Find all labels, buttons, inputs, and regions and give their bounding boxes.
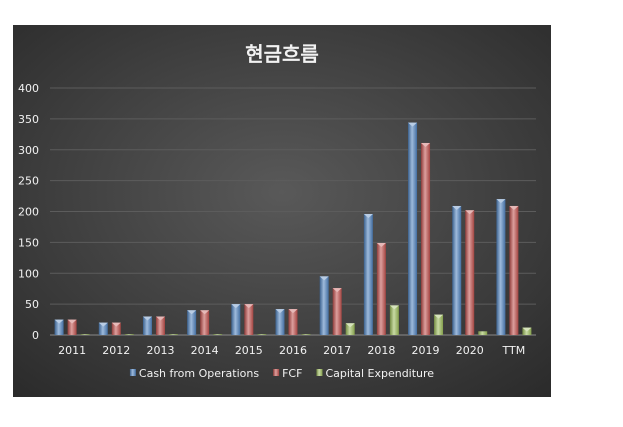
x-tick-label: 2014	[191, 344, 219, 357]
x-tick-label: 2017	[323, 344, 351, 357]
bar-cap	[155, 316, 165, 321]
bar-cap	[200, 310, 210, 315]
bar-cap	[54, 319, 64, 324]
bar-cash-from-operations	[187, 310, 197, 335]
bar-capital-expenditure	[80, 334, 90, 335]
x-tick-label: 2012	[102, 344, 130, 357]
bar-fcf	[67, 319, 77, 335]
bar-cap	[363, 213, 373, 218]
bar-capital-expenditure	[389, 305, 399, 335]
y-tick-label: 300	[18, 144, 39, 157]
bar-capital-expenditure	[257, 334, 267, 335]
y-tick-label: 0	[32, 329, 39, 342]
y-tick-label: 250	[18, 175, 39, 188]
x-tick-label: 2020	[456, 344, 484, 357]
y-axis-ticks: 0 50 100 150 200 250 300 350 400	[18, 82, 39, 342]
bar-cap	[522, 327, 532, 332]
bar-fcf	[288, 309, 298, 335]
bar-cap	[187, 310, 197, 315]
legend-label: Cash from Operations	[139, 367, 259, 380]
bar-fcf	[465, 210, 475, 335]
chart-panel: 현금흐름 0 50 100 150 200 250 300 350 400 2011 2012 20…	[13, 25, 551, 397]
bar-cap	[496, 199, 506, 204]
x-tick-label: TTM	[502, 344, 526, 357]
x-axis-ticks: 2011 2012 2013 2014 2015 2016 2017 2018 2019 2020…	[58, 344, 525, 357]
bar-capital-expenditure	[345, 323, 355, 335]
y-tick-label: 400	[18, 82, 39, 95]
legend-swatch	[273, 369, 280, 376]
bar-cap	[231, 304, 241, 309]
bar-cap	[98, 322, 108, 327]
bar-cash-from-operations	[231, 304, 241, 335]
legend-label: FCF	[282, 367, 302, 380]
bar-fcf	[155, 316, 165, 335]
bar-capital-expenditure	[168, 334, 178, 335]
bar-cash-from-operations	[452, 205, 462, 335]
legend: Cash from Operations FCF Capital Expenditu…	[129, 367, 434, 380]
bar-fcf	[421, 142, 431, 335]
bar-capital-expenditure	[434, 314, 444, 335]
y-tick-label: 200	[18, 206, 39, 219]
bar-cap	[452, 205, 462, 210]
bar-cap	[142, 316, 152, 321]
bar-capital-expenditure	[124, 334, 134, 335]
bar-fcf	[111, 322, 121, 335]
x-tick-label: 2016	[279, 344, 307, 357]
bar-capital-expenditure	[301, 334, 311, 335]
x-tick-label: 2019	[412, 344, 440, 357]
bar-capital-expenditure	[213, 334, 223, 335]
chart-title: 현금흐름	[245, 42, 319, 66]
bar-fcf	[332, 288, 342, 335]
bar-cap	[408, 122, 418, 127]
bar-cash-from-operations	[496, 199, 506, 335]
bar-cap	[345, 323, 355, 328]
x-tick-label: 2013	[146, 344, 174, 357]
bar-cap	[288, 309, 298, 314]
bar-cap	[389, 305, 399, 310]
bar-cap	[67, 319, 77, 324]
y-tick-label: 350	[18, 113, 39, 126]
y-tick-label: 100	[18, 267, 39, 280]
y-tick-label: 50	[25, 298, 39, 311]
bar-cap	[509, 205, 519, 210]
bars	[54, 122, 532, 335]
bar-cap	[376, 242, 386, 247]
x-tick-label: 2011	[58, 344, 86, 357]
legend-label: Capital Expenditure	[325, 367, 434, 380]
bar-cash-from-operations	[142, 316, 152, 335]
bar-fcf	[376, 242, 386, 335]
bar-cap	[111, 322, 121, 327]
bar-fcf	[200, 310, 210, 335]
x-tick-label: 2015	[235, 344, 263, 357]
bar-cash-from-operations	[54, 319, 64, 335]
bar-fcf	[509, 205, 519, 335]
x-tick-label: 2018	[367, 344, 395, 357]
y-tick-label: 150	[18, 236, 39, 249]
bar-cap	[465, 210, 475, 215]
bar-cash-from-operations	[98, 322, 108, 335]
bar-cash-from-operations	[363, 213, 373, 335]
bar-capital-expenditure	[478, 331, 488, 335]
legend-swatch	[129, 369, 136, 376]
legend-swatch	[316, 369, 323, 376]
bar-cap	[434, 314, 444, 319]
bar-cap	[319, 276, 329, 281]
bar-cap	[421, 142, 431, 147]
bar-cash-from-operations	[319, 276, 329, 335]
bar-cash-from-operations	[275, 309, 285, 335]
bar-cash-from-operations	[408, 122, 418, 335]
bar-cap	[275, 309, 285, 314]
bar-cap	[244, 304, 254, 309]
bar-fcf	[244, 304, 254, 335]
bar-cap	[332, 288, 342, 293]
